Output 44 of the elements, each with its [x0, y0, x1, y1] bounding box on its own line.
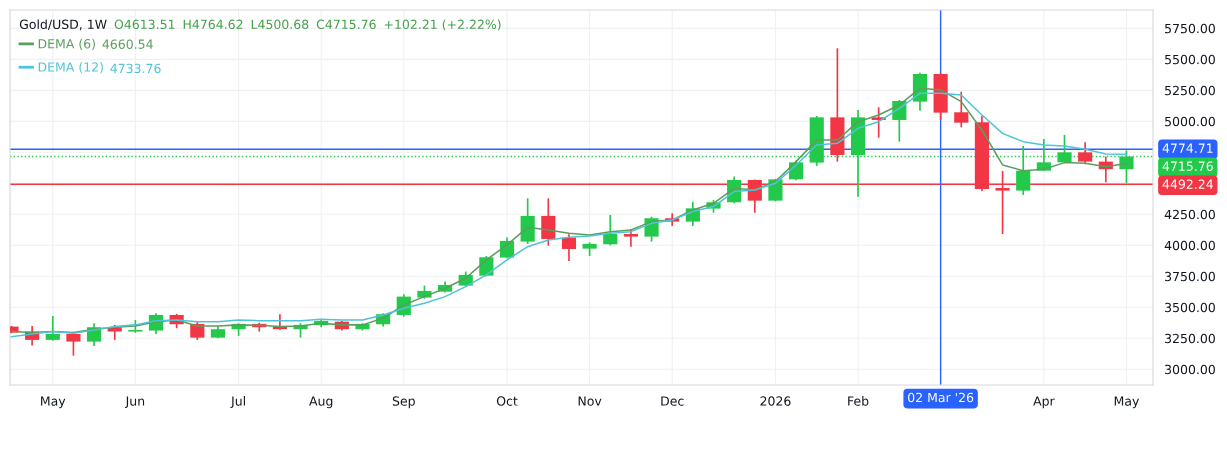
candlestick — [603, 214, 618, 247]
x-tick-label: May — [1114, 396, 1139, 409]
ref-line-label: 4774.71 — [1162, 143, 1213, 153]
candlestick — [954, 90, 969, 129]
ref-line-label: 4492.24 — [1162, 179, 1213, 189]
y-tick-label: 4250.00 — [1164, 209, 1215, 220]
x-tick-label: 2026 — [760, 396, 791, 406]
candlestick — [561, 233, 577, 262]
y-tick-label: 5500.00 — [1165, 54, 1215, 65]
text: Gold/USD, 1W — [19, 19, 107, 31]
x-tick-label: Oct — [496, 396, 518, 406]
annotation: C4715.76 — [316, 19, 376, 30]
candlestick — [871, 106, 886, 139]
y-tick-label: 5000.00 — [1165, 116, 1215, 127]
y-tick-label: 4000.00 — [1164, 240, 1215, 251]
y-tick-label: 5750.00 — [1165, 23, 1215, 34]
x-tick-label: May — [41, 396, 66, 409]
ref-line-label: 4715.76 — [1162, 161, 1213, 171]
x-tick-label: Jul — [230, 396, 245, 409]
y-tick-label: 3000.00 — [1165, 364, 1215, 375]
x-tick-label: Apr — [1033, 396, 1055, 409]
y-tick-label: 3500.00 — [1165, 302, 1215, 313]
annotation: H4764.62 — [183, 19, 243, 30]
candlestick — [45, 315, 60, 342]
x-tick-label: Aug — [309, 396, 333, 409]
legend-label: DEMA (6) — [38, 38, 95, 50]
ref-line-label: 02 Mar '26 — [908, 392, 974, 403]
candlestick — [541, 197, 556, 247]
annotation: 4733.76 — [110, 63, 161, 74]
candlestick — [1078, 141, 1093, 166]
x-tick-label: Sep — [392, 396, 415, 409]
annotation: L4500.68 — [251, 19, 309, 30]
annotation: +102.21 (+2.22%) — [384, 19, 501, 31]
legend-label: DEMA (12) — [38, 62, 103, 74]
x-tick-label: Jun — [124, 396, 145, 409]
y-tick-label: 3750.00 — [1165, 271, 1215, 282]
y-tick-label: 5250.00 — [1165, 85, 1215, 96]
x-tick-label: Feb — [848, 396, 869, 406]
x-tick-label: Nov — [578, 396, 602, 406]
y-tick-label: 3250.00 — [1165, 333, 1215, 344]
candlestick — [1016, 145, 1031, 196]
annotation: O4613.51 — [114, 19, 175, 30]
x-tick-label: Dec — [661, 396, 684, 406]
annotation: 4660.54 — [102, 39, 153, 49]
